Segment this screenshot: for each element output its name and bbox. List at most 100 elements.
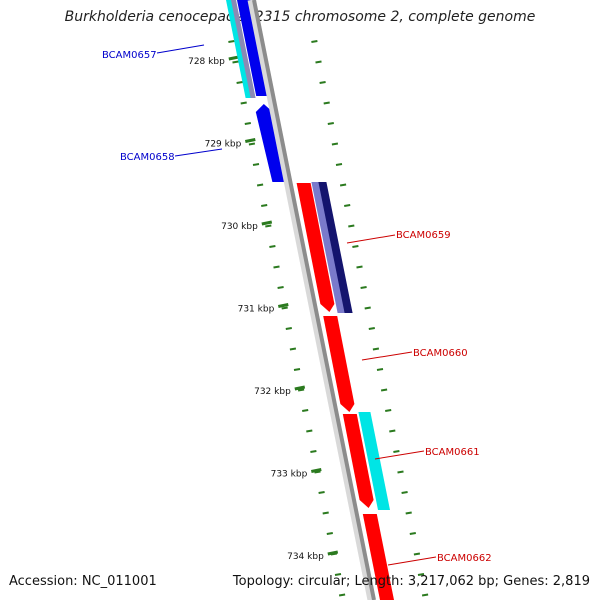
major-tick — [228, 55, 240, 61]
scale-tick-label: 730 kbp — [221, 222, 258, 232]
minor-tick — [393, 450, 400, 453]
feature-lavender-bar — [231, 0, 256, 98]
gene-leader-line — [156, 44, 205, 54]
gene-labels: BCAM0657 BCAM0658 BCAM0659 BCAM0660 BCAM0661… — [102, 44, 492, 566]
minor-tick — [285, 327, 292, 330]
gene-tracks — [237, 0, 394, 600]
minor-tick — [314, 470, 321, 474]
minor-tick — [248, 142, 256, 146]
scale-tick-label: 733 kbp — [271, 470, 308, 480]
minor-tick — [244, 122, 251, 125]
minor-tick — [240, 101, 247, 105]
minor-tick — [344, 204, 351, 207]
minor-tick — [319, 81, 326, 84]
minor-tick — [310, 450, 317, 453]
scale-tick-label: 728 kbp — [188, 57, 225, 67]
minor-tick — [335, 163, 343, 166]
gene-leader-line — [374, 450, 425, 460]
backbone — [247, 0, 376, 600]
gene-label[interactable]: BCAM0660 — [413, 348, 468, 359]
gene-label[interactable]: BCAM0662 — [437, 553, 492, 564]
minor-tick — [356, 265, 363, 269]
minor-tick — [228, 40, 235, 43]
minor-tick — [334, 573, 342, 576]
minor-tick — [409, 532, 416, 535]
minor-tick — [236, 81, 243, 84]
minor-tick — [318, 491, 325, 494]
minor-tick — [327, 122, 334, 125]
minor-tick — [306, 429, 313, 433]
gene-label[interactable]: BCAM0658 — [120, 152, 175, 163]
map-title: Burkholderia cenocepacia J2315 chromosom… — [64, 9, 536, 25]
gene-label[interactable]: BCAM0659 — [396, 230, 451, 241]
scale-tick-label: 734 kbp — [287, 552, 324, 562]
minor-tick — [322, 511, 329, 515]
minor-tick — [368, 327, 375, 330]
scale-tick-label: 729 kbp — [205, 140, 242, 150]
backbone-shadow — [247, 0, 375, 600]
backbone-line — [252, 0, 376, 600]
minor-tick — [364, 306, 371, 310]
minor-tick — [348, 224, 355, 228]
gene-bar-bcam0662 — [362, 514, 394, 600]
scale-tick-label: 732 kbp — [254, 387, 291, 397]
gene-label[interactable]: BCAM0657 — [102, 50, 157, 61]
minor-tick — [256, 183, 264, 187]
minor-tick — [397, 470, 404, 474]
minor-tick — [302, 409, 309, 412]
minor-tick — [385, 409, 392, 412]
gene-bar-bcam0661 — [342, 414, 374, 508]
minor-tick — [293, 368, 301, 371]
minor-tick — [261, 204, 268, 207]
accession-text: Accession: NC_011001 — [9, 574, 157, 589]
major-tick — [245, 138, 256, 143]
minor-tick — [331, 142, 339, 146]
minor-tick — [326, 532, 333, 535]
major-tick — [278, 303, 289, 308]
gene-leader-line — [174, 148, 223, 157]
minor-tick — [421, 593, 429, 597]
gene-bar-bcam0658 — [255, 104, 287, 182]
minor-tick — [352, 245, 359, 248]
minor-tick — [372, 347, 380, 351]
minor-tick — [281, 306, 288, 310]
minor-tick — [311, 40, 318, 43]
gene-bar-bcam0660 — [323, 316, 355, 412]
minor-tick — [297, 388, 305, 392]
gene-leader-line — [387, 556, 437, 566]
gene-leader-line — [346, 234, 396, 244]
minor-tick — [413, 552, 421, 556]
major-tick — [294, 385, 306, 391]
minor-tick — [289, 347, 297, 351]
minor-tick — [252, 163, 260, 166]
feature-tracks — [226, 0, 390, 510]
minor-tick — [315, 60, 322, 64]
major-tick — [327, 550, 339, 556]
scale-tick-label: 731 kbp — [238, 305, 275, 315]
minor-tick — [401, 491, 408, 494]
minor-tick — [277, 286, 284, 289]
feature-navy-bar — [318, 182, 353, 313]
scale-labels: 728 kbp 729 kbp 730 kbp 731 kbp 732 kbp 733 k… — [188, 57, 324, 562]
minor-tick — [360, 286, 367, 289]
minor-tick — [269, 245, 276, 248]
gene-leader-line — [361, 351, 413, 361]
minor-tick — [338, 593, 346, 597]
gene-label[interactable]: BCAM0661 — [425, 447, 480, 458]
minor-tick — [376, 368, 384, 371]
genome-summary-text: Topology: circular; Length: 3,217,062 bp… — [232, 574, 590, 589]
major-tick — [261, 220, 273, 226]
minor-tick — [405, 511, 412, 515]
gene-bar-bcam0659 — [296, 183, 335, 312]
minor-tick — [339, 183, 347, 187]
feature-cyan-bar — [358, 412, 390, 510]
minor-tick — [232, 60, 239, 64]
minor-tick — [323, 101, 330, 105]
minor-tick — [417, 573, 425, 576]
minor-tick — [265, 224, 272, 228]
tick-marks — [228, 40, 429, 597]
minor-tick — [273, 265, 280, 269]
minor-tick — [380, 388, 388, 392]
minor-tick — [389, 429, 396, 433]
